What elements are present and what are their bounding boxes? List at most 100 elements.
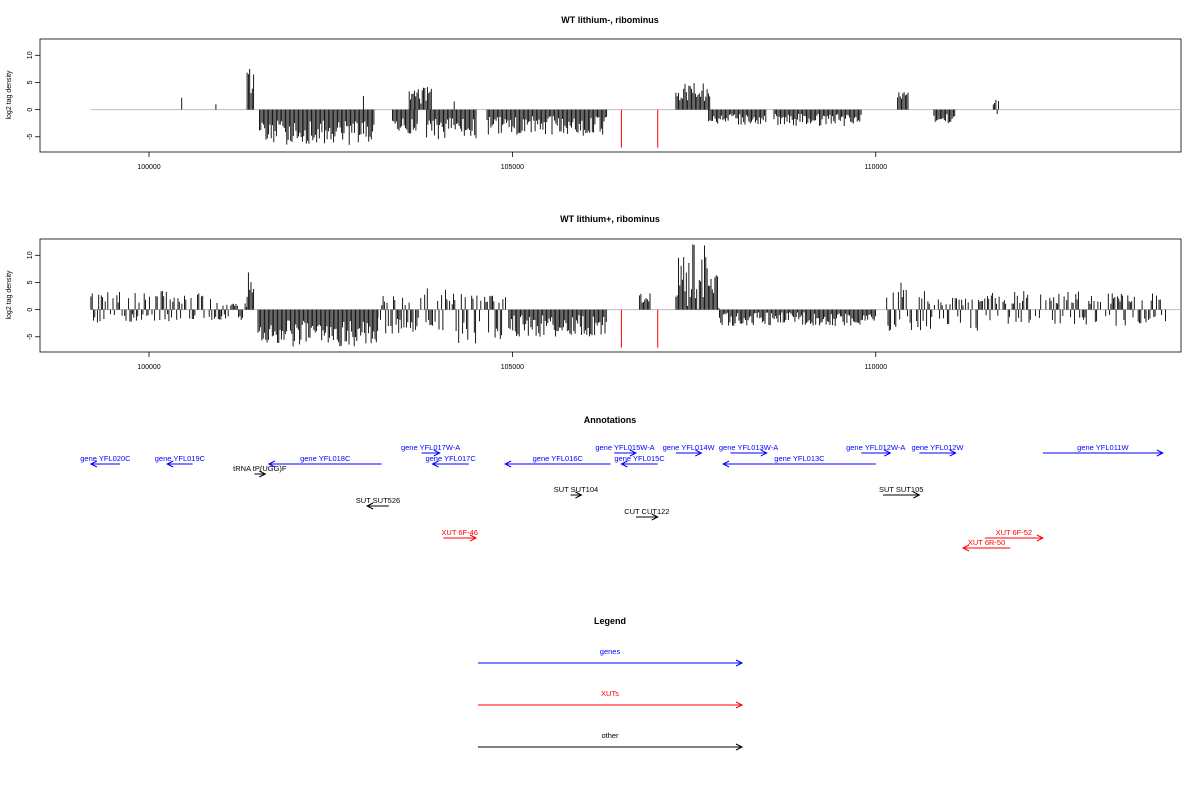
density-segment <box>675 244 720 310</box>
annotation-feature: gene YFL015C <box>614 454 665 468</box>
legend: Legend genes XUTs other <box>478 616 744 751</box>
annotation-label: XUT 6R-50 <box>968 538 1005 547</box>
annotation-feature: SUT SUT104 <box>554 485 598 499</box>
annotation-arrow <box>614 449 638 457</box>
annotation-arrow <box>254 470 267 478</box>
annotation-arrow <box>421 449 441 457</box>
annotation-label: gene YFL018C <box>300 454 351 463</box>
annotation-label: gene YFL019C <box>155 454 206 463</box>
y-tick-label: -5 <box>27 334 34 340</box>
legend-label: genes <box>600 647 621 656</box>
density-segment <box>639 293 651 310</box>
annotation-arrow <box>961 544 1011 552</box>
annotation-arrow <box>166 460 193 468</box>
density-segment <box>933 109 956 124</box>
annotation-feature: XUT 6F-52 <box>984 528 1045 542</box>
y-axis-label: log2 tag density <box>6 70 13 120</box>
annotation-feature: gene YFL011W <box>1042 443 1164 457</box>
annotation-feature: XUT 6R-50 <box>961 538 1011 552</box>
x-tick-label: 110000 <box>864 164 887 171</box>
legend-item: genes <box>478 647 744 667</box>
y-tick-label: 5 <box>27 80 34 84</box>
annotation-label: gene YFL011W <box>1077 443 1129 452</box>
y-tick-label: 5 <box>27 280 34 284</box>
annotation-arrow <box>504 460 611 468</box>
density-segment <box>886 282 925 331</box>
annotation-arrow <box>730 449 768 457</box>
density-segment <box>392 109 418 134</box>
density-segment <box>246 272 255 310</box>
y-tick-label: 0 <box>27 108 34 112</box>
annotation-label: gene YFL015W-A <box>595 443 654 452</box>
annotation-arrow <box>89 460 120 468</box>
density-segment <box>259 109 375 145</box>
annotation-arrow <box>267 460 382 468</box>
annotation-label: gene YFL013W-A <box>719 443 778 452</box>
density-segment <box>773 109 862 126</box>
legend-arrow <box>478 743 744 751</box>
annotation-feature: gene YFL018C <box>267 454 382 468</box>
annotation-feature: gene YFL019C <box>155 454 206 468</box>
density-segment <box>426 109 477 140</box>
annotation-label: gene YFL012W-A <box>846 443 905 452</box>
legend-title: Legend <box>594 616 626 626</box>
annotation-feature: gene YFL013W-A <box>719 443 778 457</box>
annotation-feature: SUT SUT526 <box>356 496 400 510</box>
density-segment <box>221 303 247 320</box>
annotation-arrow <box>675 449 703 457</box>
plot-frame <box>39 238 1182 353</box>
density-segment <box>246 69 255 110</box>
annotation-feature: gene YFL013C <box>722 454 876 468</box>
annotation-feature: gene YFL015W-A <box>595 443 655 457</box>
legend-item: other <box>478 731 744 751</box>
annotation-feature: gene YFL012W-A <box>846 443 905 457</box>
panel-title: WT lithium-, ribominus <box>561 15 659 25</box>
annotation-label: gene YFL013C <box>774 454 825 463</box>
annotation-feature: gene YFL017C <box>425 454 476 468</box>
legend-item: XUTs <box>478 689 744 709</box>
annotation-label: gene YFL012W <box>912 443 965 452</box>
legend-arrow <box>478 659 744 667</box>
annotation-arrow <box>431 460 469 468</box>
annotation-arrow <box>722 460 876 468</box>
density-segment <box>675 83 711 110</box>
density-segment <box>446 293 506 344</box>
density-segment <box>719 309 876 326</box>
x-tick-label: 105000 <box>501 164 524 171</box>
x-tick-label: 100000 <box>137 164 160 171</box>
annotation-arrow <box>635 513 659 521</box>
panel-lithium-plus: WT lithium+, ribominus log2 tag density … <box>6 214 1182 371</box>
annotation-feature: gene YFL017W-A <box>401 443 460 457</box>
density-segment <box>508 309 607 337</box>
annotation-label: SUT SUT104 <box>554 485 598 494</box>
plot-frame <box>39 38 1182 153</box>
annotation-feature: gene YFL012W <box>912 443 965 457</box>
annotations-title: Annotations <box>584 415 637 425</box>
annotation-arrow <box>620 460 658 468</box>
density-segment <box>257 309 379 347</box>
annotation-feature: gene YFL020C <box>80 454 131 468</box>
legend-label: XUTs <box>601 689 619 698</box>
annotation-label: SUT SUT526 <box>356 496 400 505</box>
density-segment <box>897 92 909 110</box>
y-tick-label: -5 <box>27 134 34 140</box>
density-segment <box>486 109 608 136</box>
y-axis-label: log2 tag density <box>6 270 13 320</box>
panel-lithium-minus: WT lithium-, ribominus log2 tag density … <box>6 15 1182 171</box>
density-segment <box>992 99 999 114</box>
annotation-label: CUT CUT122 <box>624 507 669 516</box>
annotation-arrow <box>365 502 389 510</box>
y-tick-label: 10 <box>27 51 34 59</box>
annotation-label: gene YFL020C <box>80 454 131 463</box>
density-segment <box>408 87 432 110</box>
density-segment <box>708 109 767 125</box>
annotation-arrow <box>984 534 1045 542</box>
panel-title: WT lithium+, ribominus <box>560 214 660 224</box>
annotation-arrow <box>570 491 583 499</box>
annotation-label: gene YFL017W-A <box>401 443 460 452</box>
x-tick-label: 100000 <box>137 364 160 371</box>
y-tick-label: 10 <box>27 251 34 259</box>
annotation-feature: SUT SUT105 <box>879 485 923 499</box>
annotation-arrow <box>883 491 921 499</box>
density-segment <box>926 298 983 331</box>
